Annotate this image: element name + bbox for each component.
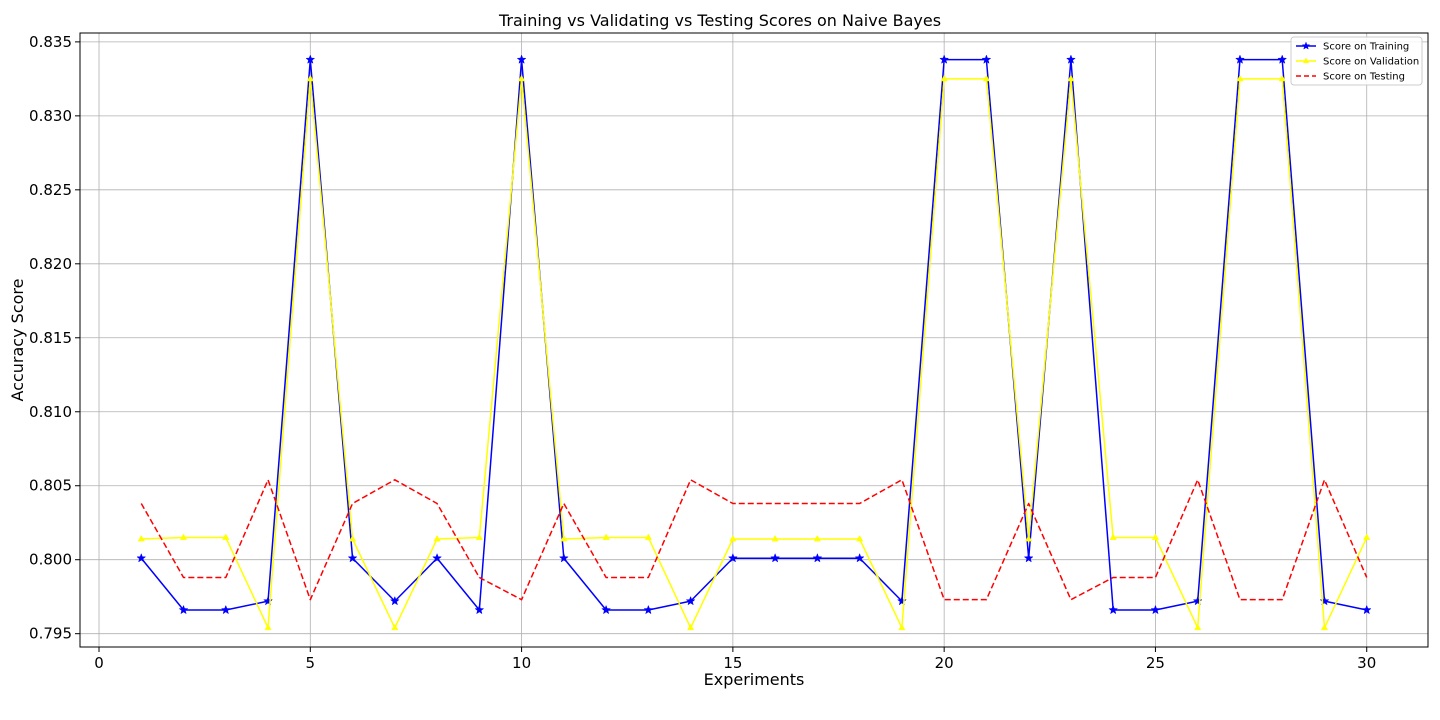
data-point	[644, 533, 652, 540]
data-point	[264, 623, 272, 631]
data-point	[263, 595, 273, 606]
legend-label: Score on Testing	[1323, 72, 1405, 83]
y-tick-label: 0.815	[29, 329, 72, 347]
x-tick-label: 10	[512, 654, 531, 672]
x-tick-label: 5	[306, 654, 316, 672]
data-point	[1065, 54, 1076, 64]
y-tick-label: 0.800	[29, 551, 72, 569]
x-tick-label: 0	[94, 654, 104, 672]
data-point	[939, 54, 950, 64]
data-point	[812, 553, 823, 563]
data-point	[1025, 534, 1033, 542]
data-point	[1192, 595, 1203, 606]
y-tick-label: 0.825	[29, 181, 72, 199]
data-point	[981, 54, 992, 64]
series-score-on-training	[136, 54, 1372, 615]
data-point	[1320, 623, 1329, 631]
data-point	[601, 604, 612, 615]
data-point	[1363, 533, 1371, 540]
legend-marker	[1302, 57, 1310, 64]
data-point	[306, 74, 314, 82]
data-point	[1277, 54, 1288, 64]
data-point	[854, 553, 865, 563]
x-axis-title: Experiments	[704, 670, 805, 689]
y-tick-label: 0.805	[29, 477, 72, 495]
data-point	[1236, 74, 1244, 82]
x-tick-label: 15	[723, 654, 742, 672]
data-point	[1194, 623, 1202, 631]
y-axis-title: Accuracy Score	[8, 279, 27, 402]
data-point	[896, 595, 907, 606]
data-point	[1109, 533, 1117, 540]
data-point	[643, 604, 654, 615]
x-tick-label: 30	[1357, 654, 1376, 672]
data-point	[898, 623, 906, 631]
series-line-score-on-validation	[141, 78, 1368, 629]
data-point	[432, 553, 443, 563]
legend-label: Score on Training	[1323, 42, 1409, 53]
data-point	[137, 534, 145, 542]
data-point	[178, 604, 189, 615]
data-point	[729, 534, 737, 542]
data-point	[222, 533, 230, 540]
chart-title: Training vs Validating vs Testing Scores…	[498, 11, 941, 30]
data-point	[727, 553, 738, 563]
legend-item-score-on-testing: Score on Testing	[1296, 72, 1405, 83]
data-point	[687, 623, 695, 631]
data-point	[1235, 54, 1245, 64]
data-point	[1150, 604, 1161, 615]
data-point	[560, 534, 568, 542]
data-point	[391, 623, 399, 631]
data-point	[179, 533, 188, 540]
data-point	[602, 533, 610, 540]
data-point	[685, 595, 696, 606]
y-tick-label: 0.835	[29, 33, 72, 51]
data-point	[1361, 604, 1372, 615]
data-point	[433, 534, 441, 542]
data-point	[518, 74, 526, 82]
data-point	[1067, 74, 1075, 82]
data-point	[1023, 553, 1034, 563]
data-point	[940, 74, 948, 82]
data-point	[1151, 533, 1160, 540]
data-point	[347, 553, 358, 563]
data-point	[771, 534, 779, 542]
y-tick-label: 0.830	[29, 107, 72, 125]
series-group	[136, 54, 1372, 631]
legend-label: Score on Validation	[1323, 57, 1419, 68]
data-point	[348, 534, 357, 542]
series-line-score-on-training	[140, 58, 1367, 611]
data-point	[220, 604, 231, 615]
data-point	[136, 553, 147, 563]
x-tick-label: 20	[935, 654, 954, 672]
y-tick-label: 0.810	[29, 403, 72, 421]
data-point	[1319, 595, 1330, 606]
data-point	[474, 604, 485, 615]
legend-box	[1290, 36, 1423, 86]
data-point	[813, 534, 821, 542]
axis-ticks: 0 5 10 15 20 25 30 0.795 0.800 0.805 0.810 0.815 0.8…	[29, 33, 1376, 672]
data-point	[1278, 74, 1286, 82]
data-point	[305, 54, 316, 64]
legend-marker	[1301, 41, 1311, 50]
x-tick-label: 25	[1146, 654, 1165, 672]
series-score-on-validation	[137, 74, 1371, 631]
data-point	[558, 553, 569, 563]
legend: Score on Training Score on Validation Scor…	[1290, 36, 1423, 86]
plot-frame	[79, 32, 1429, 648]
data-point	[1108, 604, 1119, 615]
y-tick-label: 0.795	[29, 625, 72, 643]
legend-item-score-on-training: Score on Training	[1296, 41, 1409, 53]
grid	[80, 33, 1428, 647]
data-point	[770, 553, 781, 563]
y-tick-label: 0.820	[29, 255, 72, 273]
data-point	[856, 534, 864, 542]
data-point	[475, 533, 483, 540]
legend-item-score-on-validation: Score on Validation	[1296, 57, 1419, 68]
data-point	[982, 74, 990, 82]
data-point	[389, 595, 400, 606]
data-point	[516, 54, 527, 64]
